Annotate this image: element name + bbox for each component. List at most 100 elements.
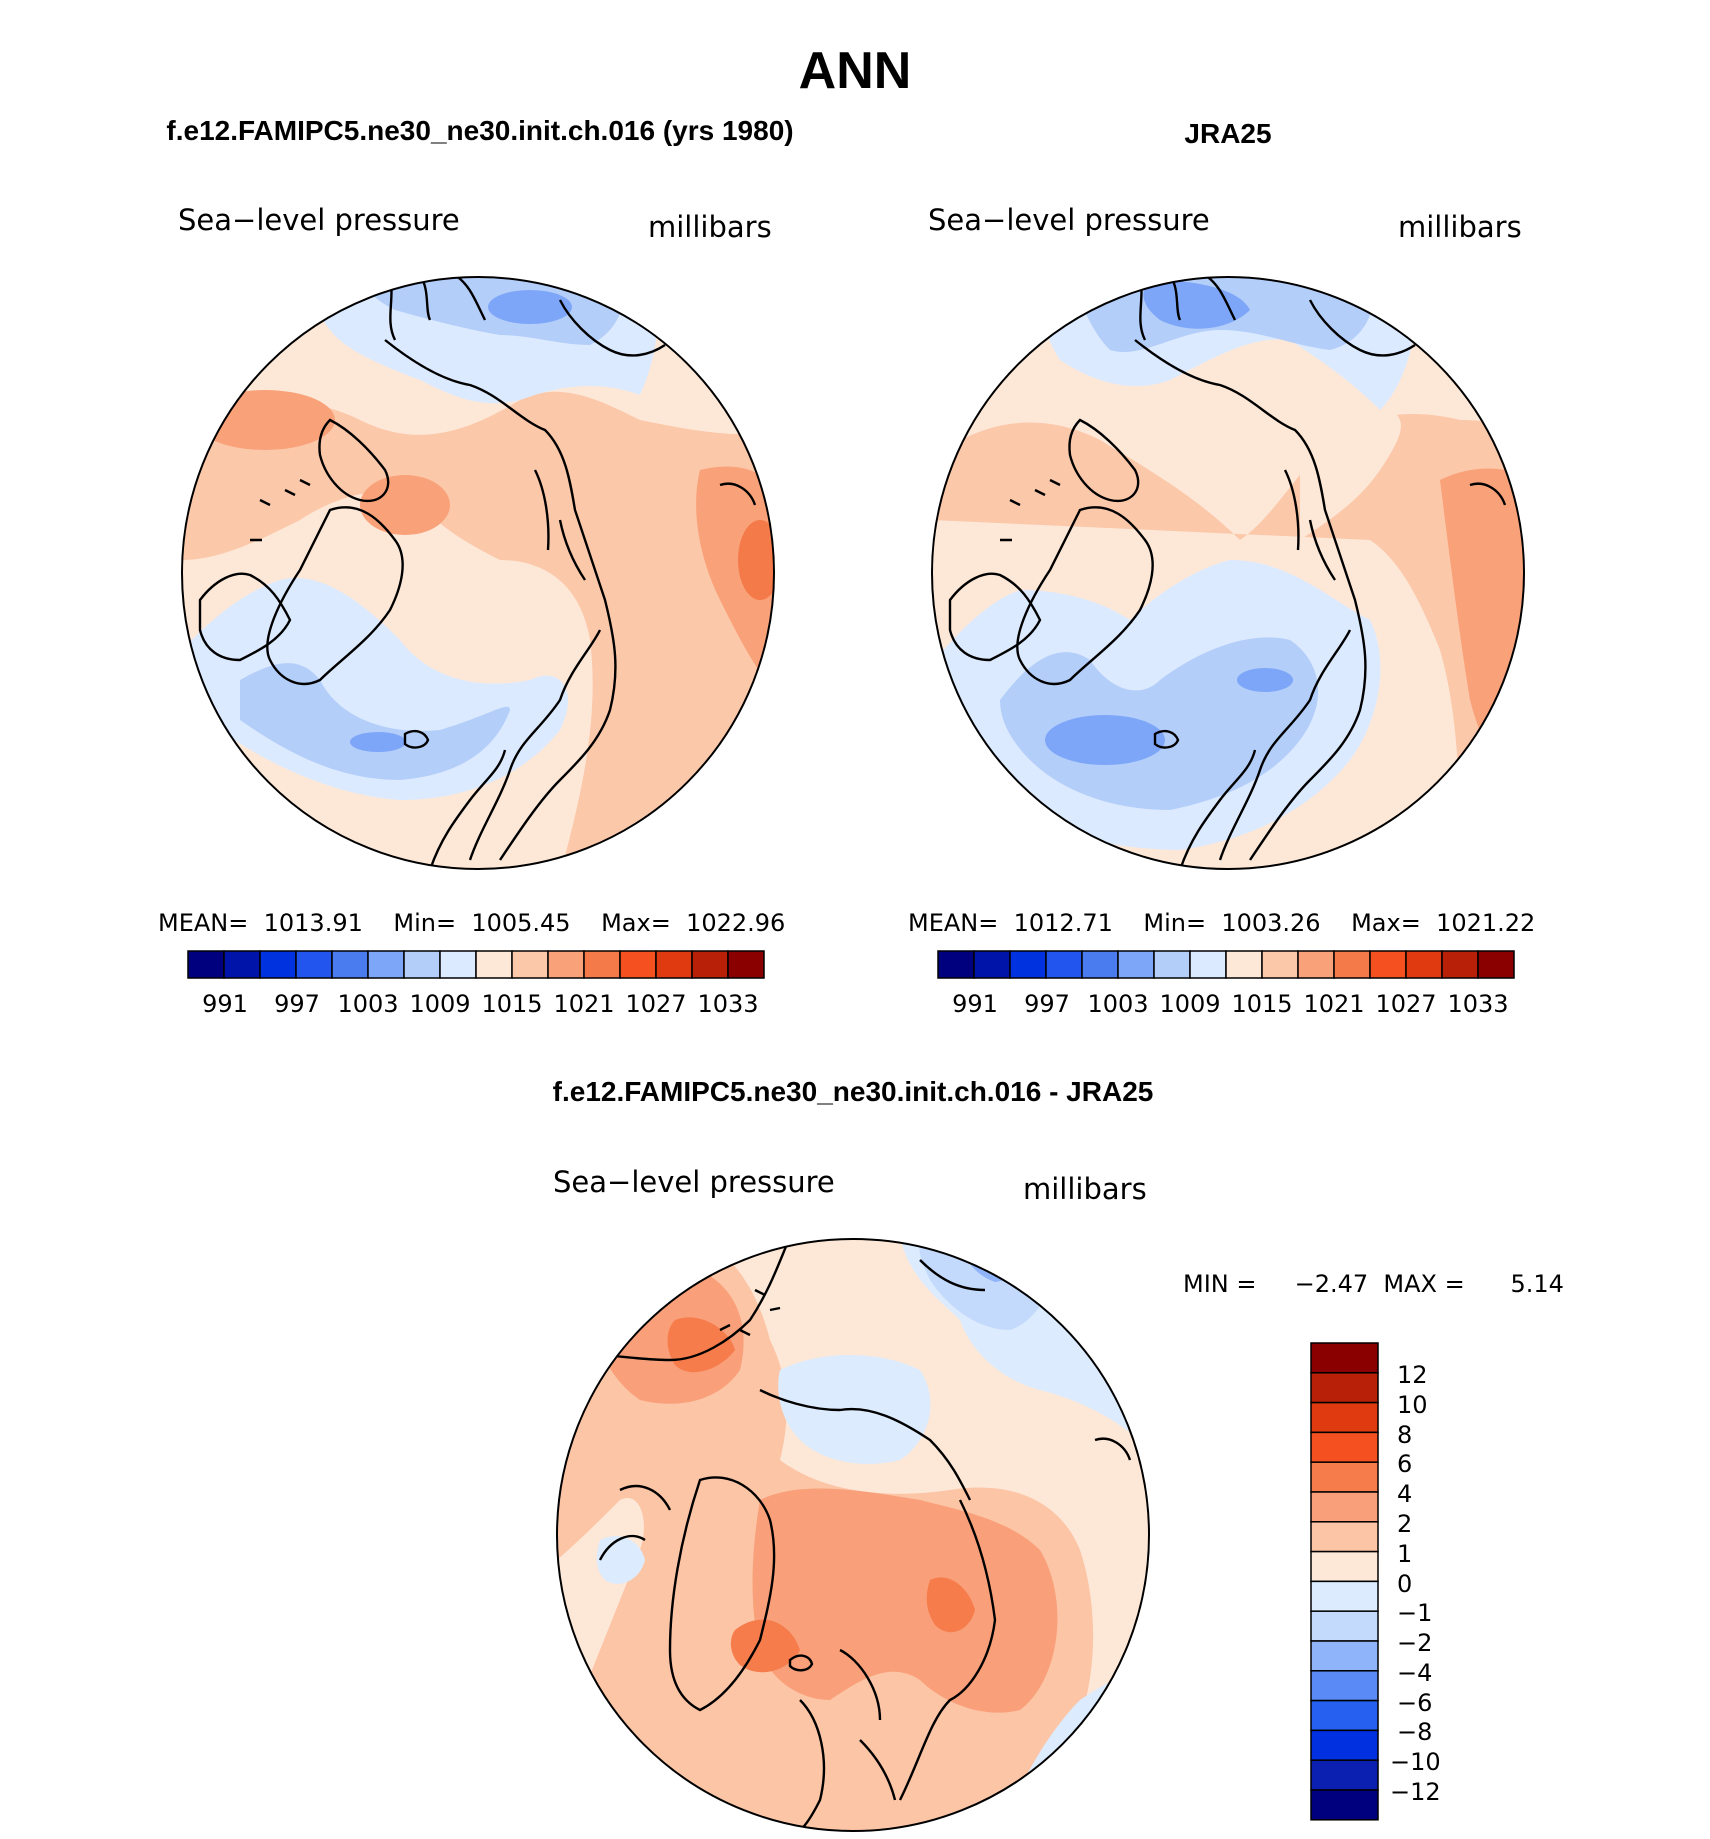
map-boundary-obs xyxy=(931,276,1525,870)
colorbar-swatch xyxy=(937,950,975,979)
colorbar-swatch xyxy=(1310,1729,1379,1761)
units-label-obs: millibars xyxy=(1398,210,1522,244)
colorbar-swatches-model xyxy=(187,950,765,979)
colorbar-swatch xyxy=(1045,950,1083,979)
colorbar-swatch xyxy=(403,950,441,979)
units-label-model: millibars xyxy=(648,210,772,244)
panel-heading-model: f.e12.FAMIPC5.ne30_ne30.init.ch.016 (yrs… xyxy=(166,115,793,146)
colorbar-obs: 991 997 1003 1009 1015 1021 1027 1033 xyxy=(937,950,1515,1018)
colorbar-swatch xyxy=(1333,950,1371,979)
colorbar-swatch xyxy=(1310,1491,1379,1523)
map-panel-model: Sea−level pressure millibars xyxy=(158,203,785,1018)
colorbar-tick-label: −8 xyxy=(1397,1718,1432,1746)
colorbar-labels-diff: 12 10 8 6 4 2 1 0 −1 −2 −4 −6 −8 −10 −12 xyxy=(1390,1361,1441,1806)
colorbar-swatch xyxy=(223,950,261,979)
colorbar-tick-label: 1021 xyxy=(1303,990,1364,1018)
colorbar-tick-label: 1027 xyxy=(625,990,686,1018)
variable-label-diff: Sea−level pressure xyxy=(553,1165,835,1199)
colorbar-labels-model: 991 997 1003 1009 1015 1021 1027 1033 xyxy=(202,990,758,1018)
colorbar-swatch xyxy=(1225,950,1263,979)
colorbar-swatch xyxy=(1310,1789,1379,1821)
colorbar-swatch xyxy=(1441,950,1479,979)
colorbar-labels-obs: 991 997 1003 1009 1015 1021 1027 1033 xyxy=(952,990,1508,1018)
colorbar-swatch xyxy=(1310,1640,1379,1672)
colorbar-tick-label: 2 xyxy=(1397,1510,1412,1538)
colorbar-tick-label: −10 xyxy=(1390,1748,1441,1776)
colorbar-swatch xyxy=(655,950,693,979)
stats-model: MEAN= 1013.91 Min= 1005.45 Max= 1022.96 xyxy=(158,909,785,937)
colorbar-swatch xyxy=(1310,1550,1379,1583)
colorbar-swatch xyxy=(331,950,369,979)
colorbar-tick-label: −1 xyxy=(1397,1599,1432,1627)
colorbar-swatch xyxy=(1369,950,1407,979)
colorbar-swatch xyxy=(295,950,333,979)
colorbar-swatch xyxy=(1310,1521,1379,1553)
colorbar-tick-label: 1003 xyxy=(337,990,398,1018)
colorbar-swatch xyxy=(1310,1461,1379,1493)
colorbar-swatch xyxy=(1310,1610,1379,1642)
colorbar-tick-label: 1021 xyxy=(553,990,614,1018)
colorbar-swatch xyxy=(691,950,729,979)
colorbar-swatch xyxy=(973,950,1011,979)
colorbar-swatch xyxy=(1297,950,1335,979)
map-boundary-model xyxy=(181,276,775,870)
colorbar-swatch xyxy=(1310,1670,1379,1702)
colorbar-tick-label: −12 xyxy=(1390,1778,1441,1806)
colorbar-swatch xyxy=(1405,950,1443,979)
colorbar-swatches-diff xyxy=(1310,1342,1379,1821)
map-panel-obs: Sea−level pressure millibars xyxy=(908,203,1535,1018)
colorbar-swatch xyxy=(727,950,765,979)
colorbar-tick-label: 1015 xyxy=(481,990,542,1018)
colorbar-swatch xyxy=(187,950,225,979)
colorbar-tick-label: 0 xyxy=(1397,1570,1412,1598)
colorbar-tick-label: 997 xyxy=(274,990,320,1018)
colorbar-swatch xyxy=(511,950,549,979)
colorbar-swatch xyxy=(1310,1342,1379,1374)
colorbar-tick-label: 1015 xyxy=(1231,990,1292,1018)
colorbar-swatch xyxy=(1310,1401,1379,1434)
colorbar-tick-label: 1033 xyxy=(1447,990,1508,1018)
colorbar-swatch xyxy=(1009,950,1047,979)
colorbar-tick-label: 1 xyxy=(1397,1540,1412,1568)
variable-label-model: Sea−level pressure xyxy=(178,203,460,237)
colorbar-tick-label: 1009 xyxy=(1159,990,1220,1018)
coastlines-model xyxy=(198,277,757,869)
units-label-diff: millibars xyxy=(1023,1172,1147,1206)
colorbar-tick-label: 1009 xyxy=(409,990,470,1018)
map-panel-diff: Sea−level pressure millibars xyxy=(553,1165,1564,1832)
colorbar-tick-label: 12 xyxy=(1397,1361,1428,1389)
colorbar-swatch xyxy=(1310,1431,1379,1463)
diff-heading: f.e12.FAMIPC5.ne30_ne30.init.ch.016 - JR… xyxy=(553,1076,1154,1107)
colorbar-swatch xyxy=(1477,950,1515,979)
colorbar-tick-label: 991 xyxy=(202,990,248,1018)
colorbar-tick-label: −2 xyxy=(1397,1629,1432,1657)
colorbar-swatch xyxy=(1310,1759,1379,1791)
colorbar-swatch xyxy=(1310,1699,1379,1732)
colorbar-swatch xyxy=(1117,950,1155,979)
pressure-field-model xyxy=(182,277,774,869)
colorbar-tick-label: 4 xyxy=(1397,1480,1412,1508)
colorbar-tick-label: 1027 xyxy=(1375,990,1436,1018)
colorbar-swatch xyxy=(1310,1372,1379,1404)
colorbar-swatch xyxy=(439,950,477,979)
colorbar-swatch xyxy=(619,950,657,979)
coastlines-obs xyxy=(948,277,1507,869)
variable-label-obs: Sea−level pressure xyxy=(928,203,1210,237)
colorbar-swatch xyxy=(1189,950,1227,979)
colorbar-tick-label: 1033 xyxy=(697,990,758,1018)
colorbar-swatches-obs xyxy=(937,950,1515,979)
colorbar-swatch xyxy=(1261,950,1299,979)
colorbar-diff: 12 10 8 6 4 2 1 0 −1 −2 −4 −6 −8 −10 −12 xyxy=(1310,1342,1441,1821)
colorbar-swatch xyxy=(367,950,405,979)
colorbar-model: 991 997 1003 1009 1015 1021 1027 1033 xyxy=(187,950,765,1018)
figure-title: ANN xyxy=(799,42,912,100)
colorbar-swatch xyxy=(1310,1580,1379,1612)
stats-diff: MIN = −2.47 MAX = 5.14 xyxy=(1183,1270,1564,1298)
panel-heading-obs: JRA25 xyxy=(1184,118,1271,149)
colorbar-tick-label: 997 xyxy=(1024,990,1070,1018)
colorbar-swatch xyxy=(1081,950,1119,979)
colorbar-swatch xyxy=(475,950,513,979)
colorbar-tick-label: 6 xyxy=(1397,1450,1412,1478)
colorbar-tick-label: −6 xyxy=(1397,1689,1432,1717)
